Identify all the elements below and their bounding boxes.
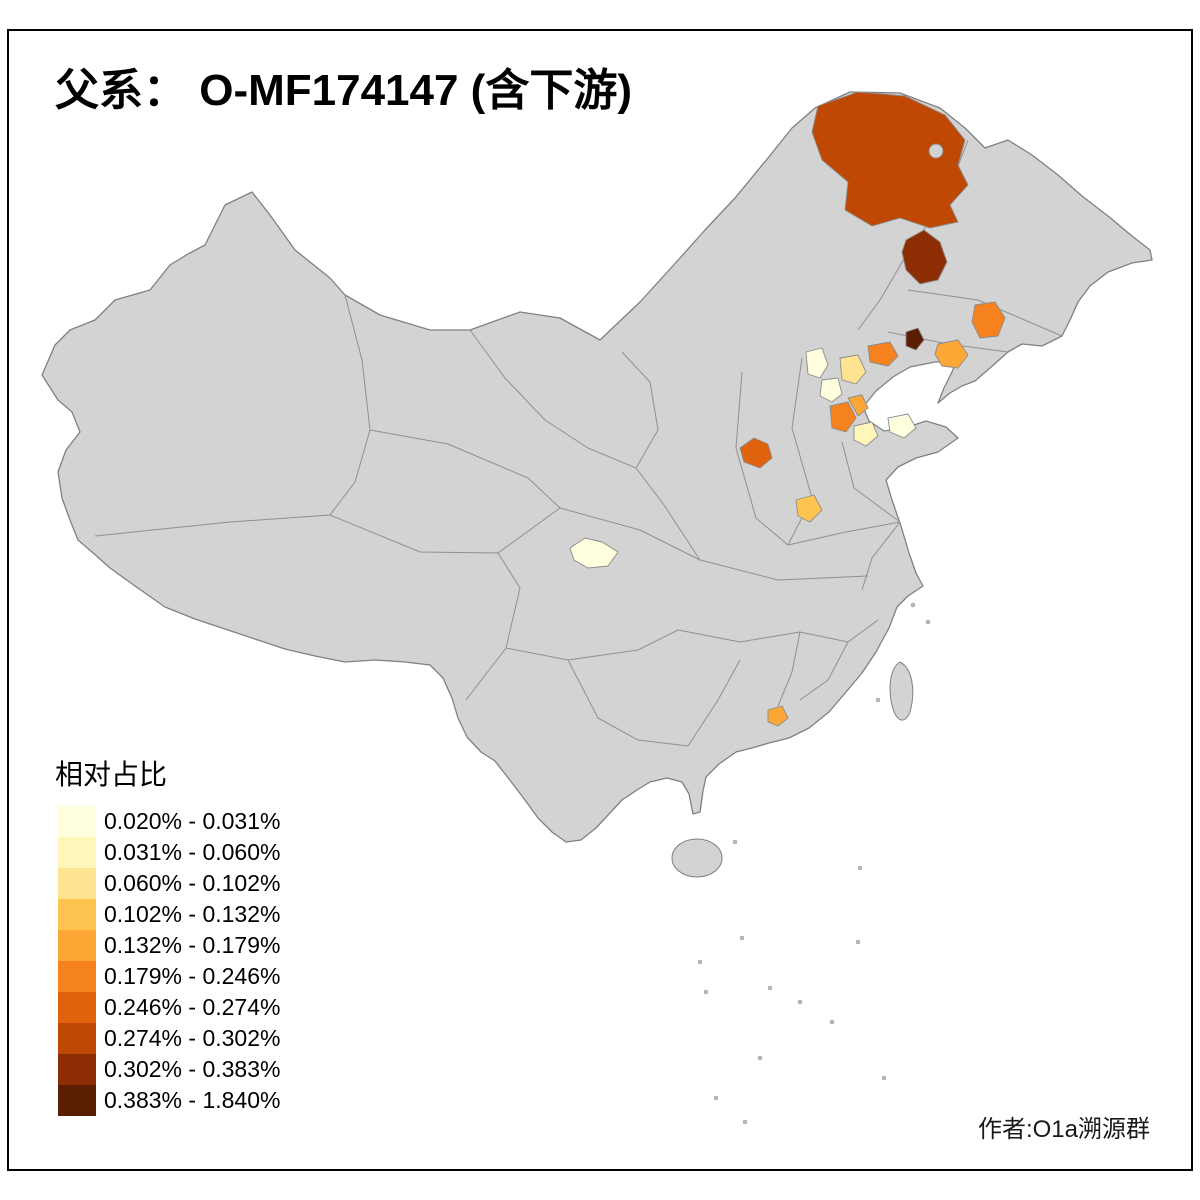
plot-frame [7, 29, 1193, 1171]
island-dot [742, 1119, 748, 1125]
legend-swatch [58, 837, 96, 868]
region-chengde-area [839, 354, 867, 385]
legend-label: 0.060% - 0.102% [104, 870, 280, 896]
highlighted-regions [569, 91, 1006, 727]
island-dot [855, 939, 861, 945]
region-tangshan-area [847, 394, 869, 417]
region-jilin-east [971, 301, 1006, 339]
legend-item: 0.302% - 0.383% [58, 1054, 280, 1085]
region-cangzhou-area [853, 421, 879, 447]
map-layer [41, 91, 1153, 1125]
legend-item: 0.102% - 0.132% [58, 899, 280, 930]
legend-item: 0.031% - 0.060% [58, 837, 280, 868]
legend-swatch [58, 1054, 96, 1085]
legend-swatch [58, 1023, 96, 1054]
region-heilongjiang-central [901, 229, 948, 285]
island-dot [829, 1019, 835, 1025]
region-henan-west [795, 494, 823, 523]
legend-swatch [58, 899, 96, 930]
legend-label: 0.031% - 0.060% [104, 839, 280, 865]
legend-swatch [58, 992, 96, 1023]
legend-label: 0.020% - 0.031% [104, 808, 280, 834]
legend-swatch [58, 961, 96, 992]
region-inner-mongolia-northeast [811, 91, 969, 229]
region-liaoning-west [867, 341, 899, 367]
island-dot [739, 935, 745, 941]
region-tianjin-area [829, 401, 857, 433]
legend-item: 0.246% - 0.274% [58, 992, 280, 1023]
region-beijing-area-pale [819, 377, 843, 403]
island-dot [732, 839, 738, 845]
legend-label: 0.179% - 0.246% [104, 963, 280, 989]
legend-swatch [58, 930, 96, 961]
island-dot [703, 989, 709, 995]
taiwan-island [889, 661, 914, 721]
island-dot [757, 1055, 763, 1061]
island-dot [797, 999, 803, 1005]
region-guangdong-pearl-delta [767, 705, 789, 727]
island-dot [925, 619, 931, 625]
legend-swatch [58, 1085, 96, 1116]
region-shandong-north-pale [887, 413, 917, 439]
legend-label: 0.132% - 0.179% [104, 932, 280, 958]
legend-item: 0.383% - 1.840% [58, 1085, 280, 1116]
region-liaoning-small-darkest [905, 327, 925, 351]
island-dot [713, 1095, 719, 1101]
legend-swatch [58, 868, 96, 899]
legend-item: 0.020% - 0.031% [58, 806, 280, 837]
legend-item: 0.060% - 0.102% [58, 868, 280, 899]
south-china-sea-islands [697, 602, 931, 1125]
author-credit: 作者:O1a溯源群 [978, 1116, 1150, 1143]
island-dot [881, 1075, 887, 1081]
china-mainland [41, 91, 1153, 843]
region-inner-notch [928, 143, 944, 159]
island-dot [857, 865, 863, 871]
hainan-island [671, 838, 723, 878]
island-dot [910, 602, 916, 608]
legend-label: 0.383% - 1.840% [104, 1087, 280, 1113]
legend-title: 相对占比 [55, 759, 167, 790]
legend-label: 0.246% - 0.274% [104, 994, 280, 1020]
island-dot [767, 985, 773, 991]
legend-label: 0.102% - 0.132% [104, 901, 280, 927]
island-dot [697, 959, 703, 965]
region-hebei-north-pale [805, 347, 829, 379]
island-dot [875, 697, 881, 703]
legend-item: 0.179% - 0.246% [58, 961, 280, 992]
region-chengdu-area-pale [569, 537, 619, 569]
region-shanxi-central [739, 437, 773, 469]
region-liaoning-east [934, 339, 969, 369]
page-title: 父系： O-MF174147 (含下游) [55, 66, 632, 115]
legend-swatch [58, 806, 96, 837]
legend-label: 0.302% - 0.383% [104, 1056, 280, 1082]
legend-label: 0.274% - 0.302% [104, 1025, 280, 1051]
legend-item: 0.274% - 0.302% [58, 1023, 280, 1054]
legend: 相对占比 0.020% - 0.031% 0.031% - 0.060% 0.0… [55, 759, 280, 1116]
legend-item: 0.132% - 0.179% [58, 930, 280, 961]
